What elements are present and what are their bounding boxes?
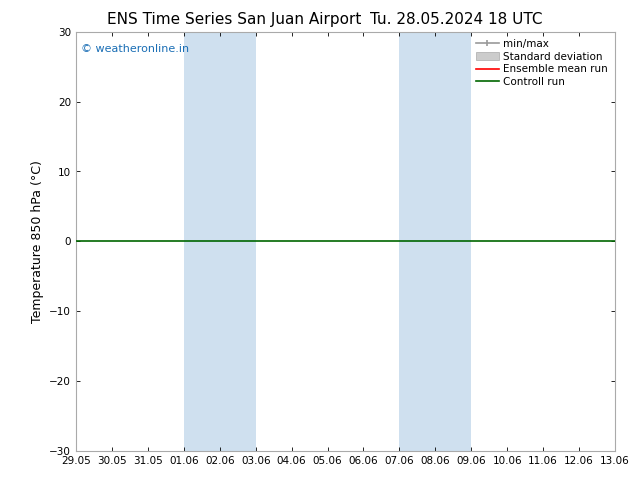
- Bar: [399, 32, 471, 451]
- Text: ENS Time Series San Juan Airport: ENS Time Series San Juan Airport: [107, 12, 362, 27]
- Text: © weatheronline.in: © weatheronline.in: [81, 45, 190, 54]
- Bar: [184, 32, 256, 451]
- Y-axis label: Temperature 850 hPa (°C): Temperature 850 hPa (°C): [31, 160, 44, 323]
- Text: Tu. 28.05.2024 18 UTC: Tu. 28.05.2024 18 UTC: [370, 12, 543, 27]
- Legend: min/max, Standard deviation, Ensemble mean run, Controll run: min/max, Standard deviation, Ensemble me…: [474, 37, 610, 89]
